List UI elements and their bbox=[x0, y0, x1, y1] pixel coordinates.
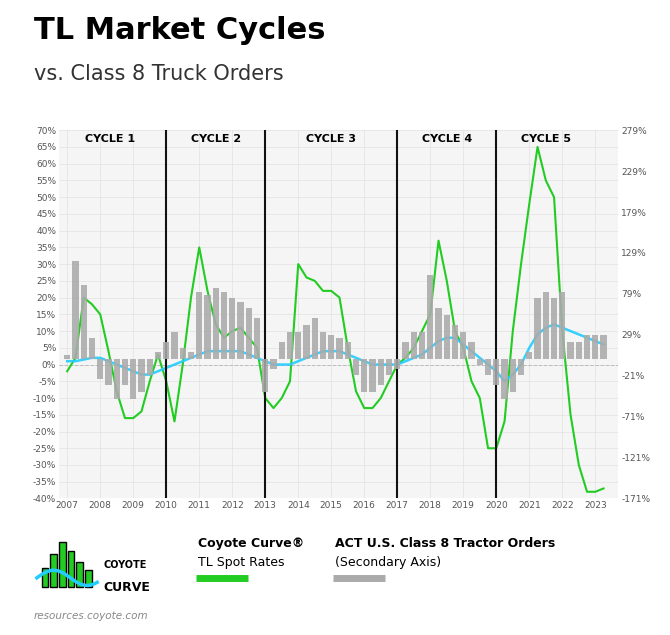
Bar bbox=[246, 309, 252, 359]
Text: TL Market Cycles: TL Market Cycles bbox=[34, 16, 325, 45]
Text: (Secondary Axis): (Secondary Axis) bbox=[335, 556, 441, 568]
Bar bbox=[369, 359, 376, 392]
Text: CURVE: CURVE bbox=[104, 581, 151, 594]
Text: CYCLE 5: CYCLE 5 bbox=[521, 133, 571, 144]
Bar bbox=[287, 331, 293, 359]
Bar bbox=[411, 331, 417, 359]
Bar bbox=[97, 359, 103, 378]
Bar bbox=[271, 359, 277, 368]
Bar bbox=[436, 309, 442, 359]
Text: Coyote Curve®: Coyote Curve® bbox=[198, 537, 304, 549]
Text: CYCLE 2: CYCLE 2 bbox=[191, 133, 241, 144]
Bar bbox=[237, 302, 244, 359]
Bar bbox=[460, 331, 466, 359]
Text: CYCLE 4: CYCLE 4 bbox=[421, 133, 472, 144]
Bar bbox=[386, 359, 392, 375]
Bar bbox=[468, 342, 474, 359]
Bar bbox=[262, 359, 269, 392]
Bar bbox=[403, 342, 409, 359]
Text: CYCLE 3: CYCLE 3 bbox=[306, 133, 356, 144]
Bar bbox=[510, 359, 516, 392]
Bar bbox=[114, 359, 120, 399]
Bar bbox=[80, 285, 87, 359]
Bar bbox=[147, 359, 153, 375]
Bar bbox=[526, 352, 533, 359]
Bar bbox=[378, 359, 384, 385]
Bar bbox=[254, 318, 260, 359]
Bar bbox=[212, 288, 219, 359]
Bar bbox=[584, 335, 590, 359]
Bar bbox=[196, 291, 202, 359]
Bar bbox=[304, 325, 310, 359]
Bar bbox=[567, 342, 574, 359]
Bar bbox=[419, 331, 425, 359]
Bar bbox=[155, 352, 161, 359]
Bar bbox=[485, 359, 491, 375]
Bar bbox=[64, 355, 70, 359]
Bar bbox=[138, 359, 145, 392]
Bar bbox=[444, 315, 450, 359]
Bar bbox=[89, 338, 95, 359]
Text: ACT U.S. Class 8 Tractor Orders: ACT U.S. Class 8 Tractor Orders bbox=[335, 537, 555, 549]
Bar bbox=[130, 359, 137, 399]
Bar bbox=[221, 291, 227, 359]
Bar bbox=[518, 359, 524, 375]
Bar bbox=[336, 338, 342, 359]
Bar bbox=[592, 335, 598, 359]
Bar bbox=[600, 335, 607, 359]
Bar bbox=[559, 291, 565, 359]
Bar bbox=[72, 262, 78, 359]
Bar bbox=[188, 352, 194, 359]
Bar bbox=[427, 275, 433, 359]
Bar bbox=[394, 359, 401, 368]
Text: vs. Class 8 Truck Orders: vs. Class 8 Truck Orders bbox=[34, 64, 283, 83]
Bar bbox=[535, 298, 541, 359]
Bar bbox=[312, 318, 318, 359]
Bar bbox=[328, 335, 334, 359]
Bar bbox=[163, 342, 170, 359]
Bar bbox=[279, 342, 285, 359]
Text: TL Spot Rates: TL Spot Rates bbox=[198, 556, 284, 568]
Text: CYCLE 1: CYCLE 1 bbox=[85, 133, 135, 144]
Bar bbox=[551, 298, 557, 359]
Bar bbox=[204, 295, 210, 359]
Bar bbox=[172, 331, 178, 359]
Bar bbox=[452, 325, 458, 359]
Bar bbox=[180, 349, 186, 359]
Bar bbox=[576, 342, 582, 359]
Bar bbox=[361, 359, 367, 392]
Bar bbox=[493, 359, 499, 385]
Text: COYOTE: COYOTE bbox=[104, 560, 147, 570]
Bar bbox=[320, 331, 326, 359]
Bar bbox=[295, 331, 302, 359]
Bar bbox=[501, 359, 508, 399]
Bar bbox=[353, 359, 359, 375]
Bar bbox=[543, 291, 549, 359]
Text: resources.coyote.com: resources.coyote.com bbox=[34, 611, 148, 621]
Bar bbox=[105, 359, 112, 385]
Bar bbox=[122, 359, 128, 385]
Bar bbox=[229, 298, 235, 359]
Bar bbox=[476, 359, 483, 365]
Bar bbox=[344, 342, 351, 359]
